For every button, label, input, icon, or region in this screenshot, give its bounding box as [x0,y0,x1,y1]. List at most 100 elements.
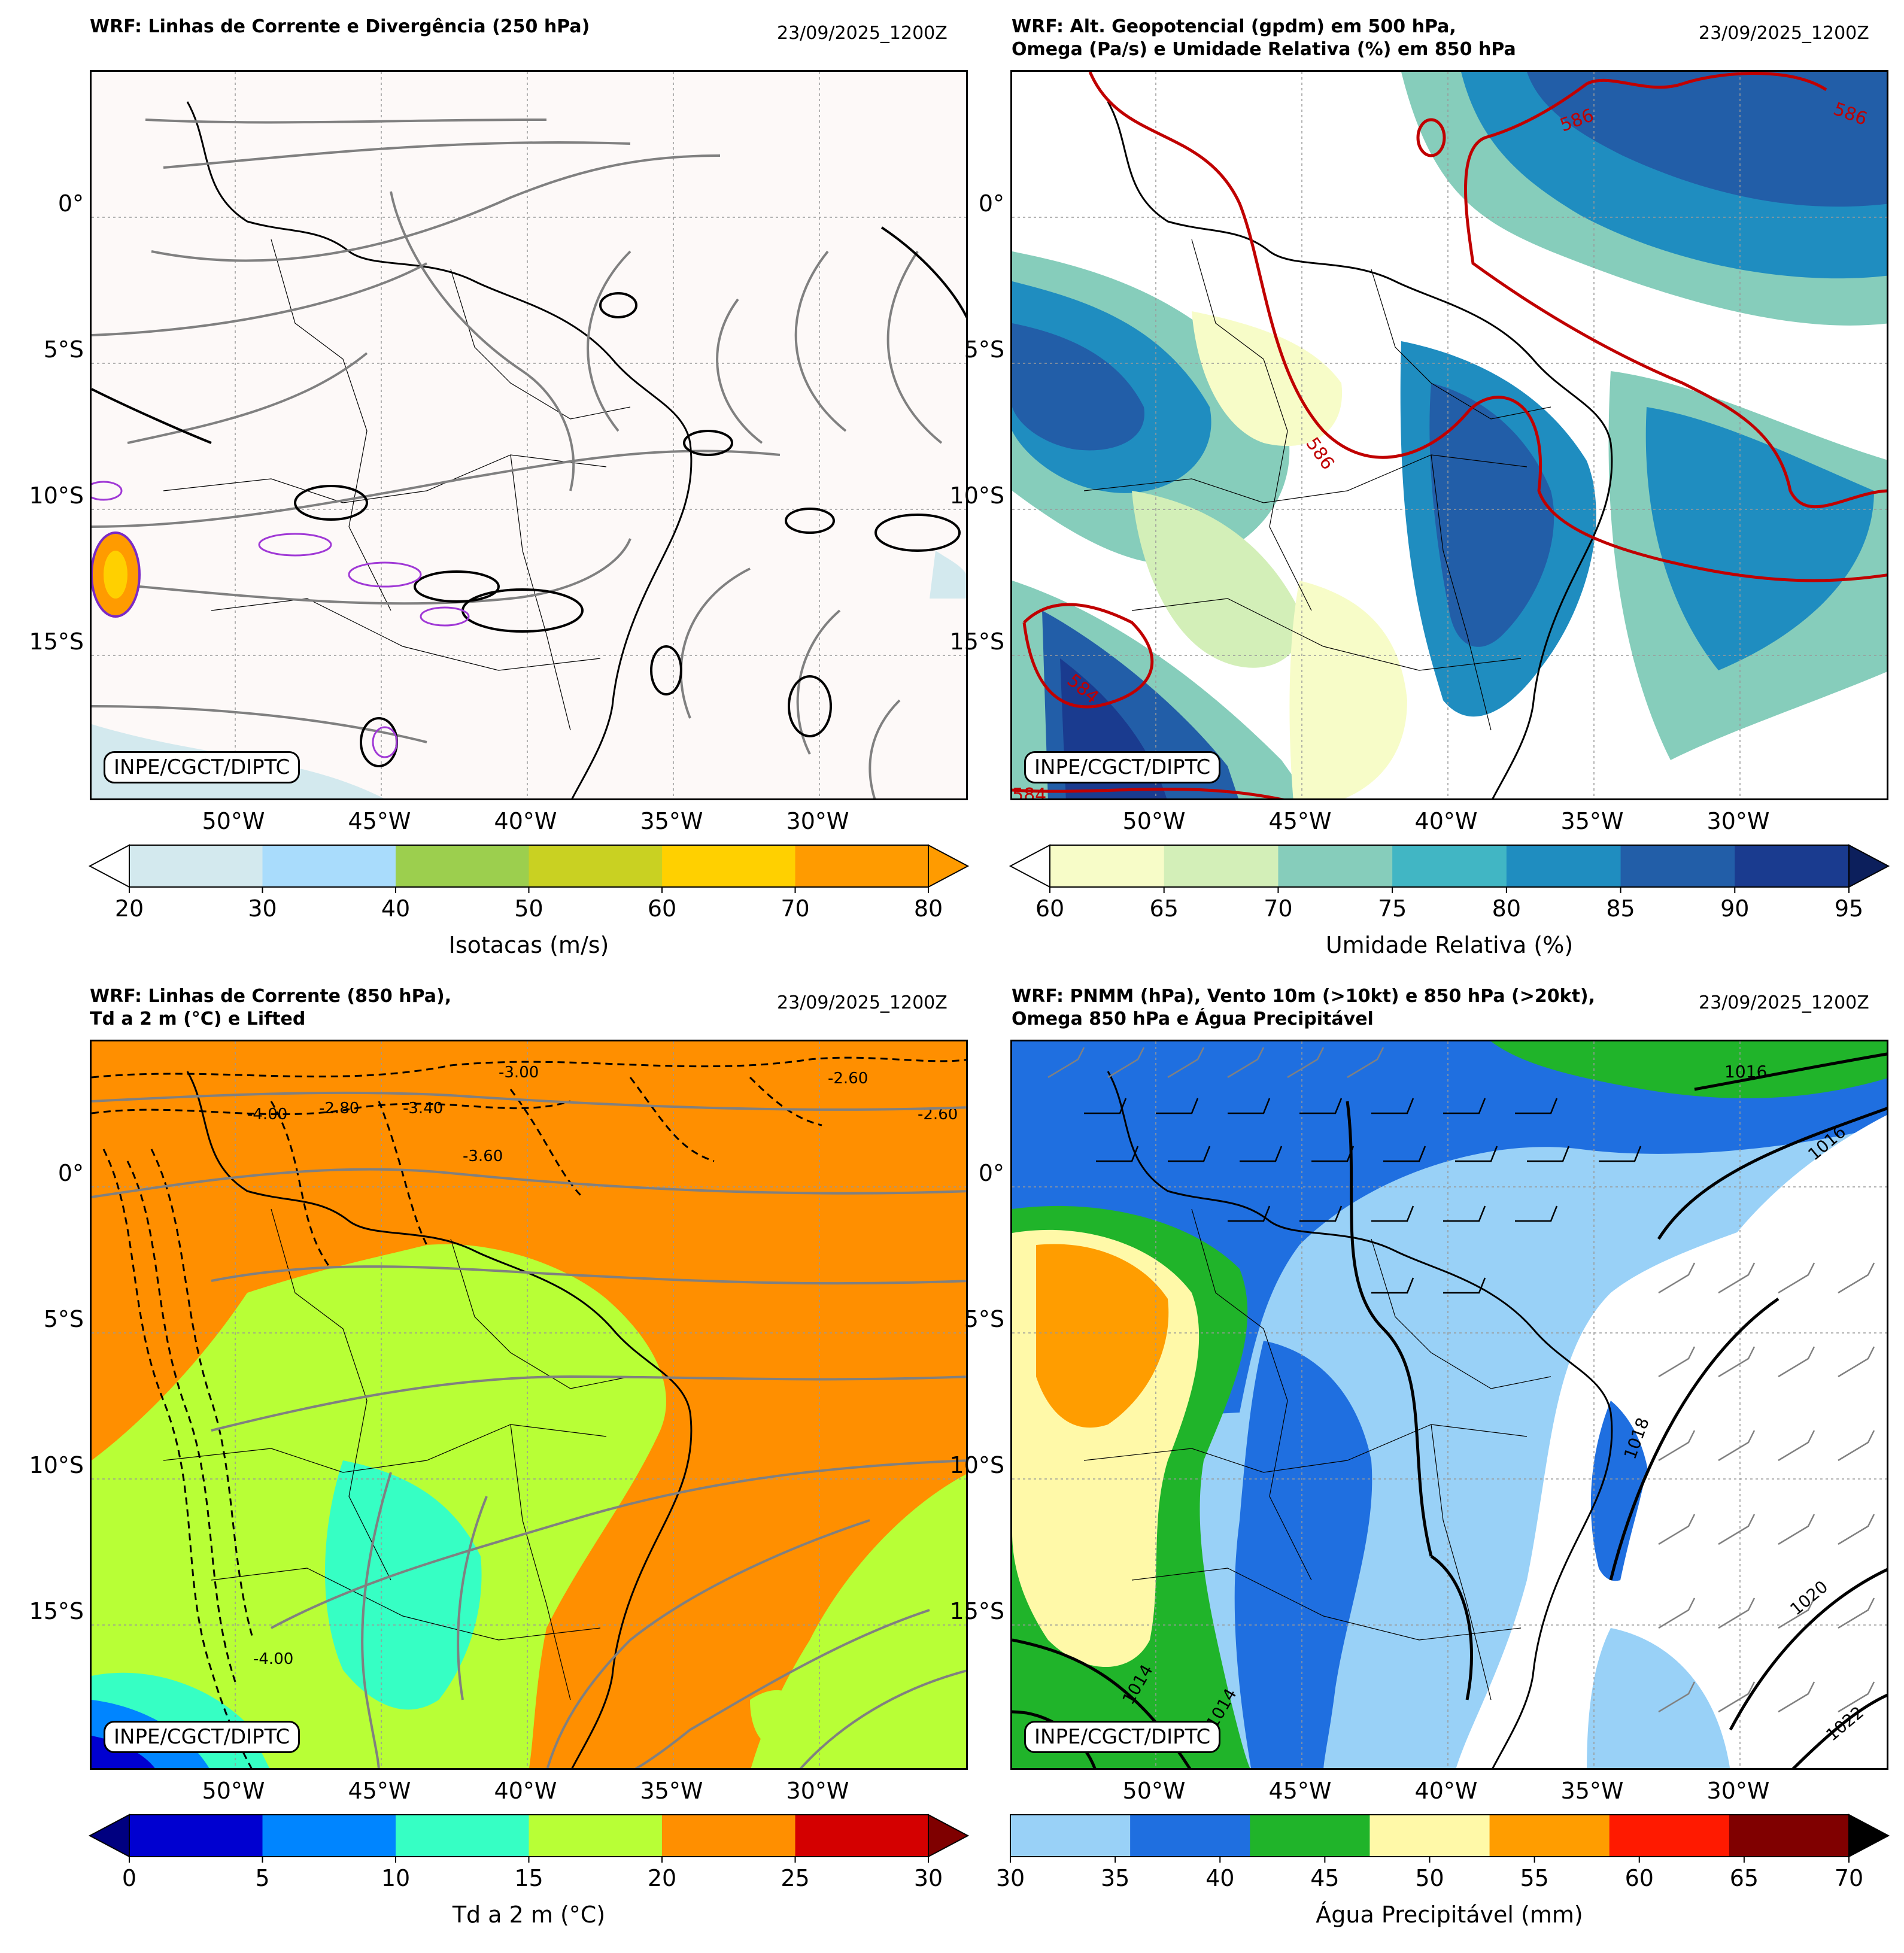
gridlines [1012,1041,1887,1768]
colorbar-svg [88,1814,970,1863]
dewpoint-shading [92,1244,966,1768]
credit-badge: INPE/CGCT/DIPTC [1024,751,1221,783]
map-canvas: -4.00 -3.40 -3.00 -2.60 -2.60 -2.80 -3.6… [92,1041,966,1768]
colorbar-tick-label: 70 [1834,1865,1864,1891]
streamlines [92,1091,966,1768]
colorbar-svg [88,844,970,893]
map-area[interactable]: -4.00 -3.40 -3.00 -2.60 -2.60 -2.80 -3.6… [90,1040,968,1770]
colorbar-segment [795,1815,929,1857]
lifted-index-contours [92,1056,966,1768]
colorbar-segment [1609,1815,1730,1857]
colorbar-label: Água Precipitável (mm) [1316,1902,1583,1928]
gridlines [92,1041,966,1768]
colorbar-tick-label: 70 [781,895,810,922]
colorbar-tick-label: 30 [995,1865,1025,1891]
colorbar-tick-label: 35 [1100,1865,1130,1891]
jet-core [92,481,470,758]
colorbar-tick-label: 65 [1729,1865,1759,1891]
colorbar-segment [129,1815,263,1857]
colorbar-tick-label: 20 [114,895,144,922]
lat-label: 10°S [949,1452,1004,1478]
colorbar-segment [1130,1815,1250,1857]
lon-label: 30°W [1706,1778,1770,1804]
lon-label: 30°W [786,808,849,834]
colorbar-extend-high [928,844,970,888]
colorbar-segment [1489,1815,1610,1857]
credit-badge: INPE/CGCT/DIPTC [104,1721,300,1753]
colorbar-extend-high [928,1814,970,1858]
colorbar-segment [396,1815,529,1857]
lat-label: 5°S [43,336,84,363]
colorbar-segment [1164,845,1279,887]
colorbar-segment [129,845,263,887]
colorbar-tick-label: 0 [122,1865,137,1891]
lon-label: 35°W [640,1778,703,1804]
colorbar-tick-label: 50 [1415,1865,1444,1891]
lat-label: 0° [57,190,84,217]
colorbar-segment [1278,845,1393,887]
colorbar-segment [262,1815,396,1857]
colorbar-label: Umidade Relativa (%) [1325,932,1574,958]
lat-label: 0° [978,190,1004,217]
contour-label: -3.40 [403,1099,443,1117]
colorbar-segment [529,845,663,887]
lon-label: 40°W [1414,1778,1478,1804]
colorbar-tick-label: 75 [1377,895,1407,922]
panel-title: WRF: PNMM (hPa), Vento 10m (>10kt) e 850… [1012,986,1596,1029]
map-area[interactable]: 586 586 586 584 584 INPE/CGCT/DIPTC [1010,70,1888,800]
colorbar: 30 35 40 45 50 55 60 65 70 [996,1814,1890,1891]
colorbar: 60 65 70 75 80 85 90 95 [1009,844,1890,922]
colorbar-segment [1506,845,1621,887]
colorbar-tick-label: 85 [1606,895,1635,922]
panel-title: WRF: Linhas de Corrente (850 hPa), Td a … [90,986,452,1029]
humidity-shading [1012,72,1887,798]
lon-label: 45°W [348,808,411,834]
gridlines [1012,72,1887,798]
lon-label: 50°W [202,1778,265,1804]
panel-date: 23/09/2025_1200Z [777,992,948,1013]
isobars [1012,1052,1887,1768]
coastline [186,101,693,798]
lat-label: 10°S [29,482,84,509]
credit-badge: INPE/CGCT/DIPTC [1024,1721,1221,1753]
contour-label: 1016 [1724,1062,1767,1082]
colorbar-tick-label: 30 [913,1865,943,1891]
lon-label: 45°W [1268,808,1332,834]
coastline [1107,1071,1613,1768]
lon-label: 35°W [1560,808,1624,834]
map-area[interactable]: INPE/CGCT/DIPTC [90,70,968,800]
colorbar-tick-label: 70 [1264,895,1293,922]
colorbar-tick-label: 90 [1720,895,1750,922]
lon-label: 50°W [1122,1778,1186,1804]
colorbar-tick-label: 5 [255,1865,270,1891]
colorbar-extend-high [1848,1814,1890,1858]
gridlines [92,72,966,798]
map-area[interactable]: 1016 1016 1018 1020 1022 1014 1014 INPE/… [1010,1040,1888,1770]
lat-label: 15°S [949,628,1004,655]
lat-label: 15°S [29,1598,84,1624]
contour-label: 584 [1012,785,1046,800]
colorbar-label: Td a 2 m (°C) [452,1902,606,1928]
colorbar-segment [1010,1815,1131,1857]
lon-label: 40°W [494,1778,557,1804]
colorbar-tick-label: 80 [1492,895,1522,922]
colorbar-label: Isotacas (m/s) [448,932,609,958]
colorbar-segment [1735,845,1850,887]
lat-label: 0° [978,1160,1004,1186]
colorbar-tick-label: 40 [381,895,411,922]
lat-label: 5°S [43,1306,84,1332]
colorbar-segment [1050,845,1165,887]
colorbar-segment [396,845,529,887]
contour-label: -3.00 [499,1064,539,1082]
colorbar-outline [1049,845,1850,888]
panel-title: WRF: Alt. Geopotencial (gpdm) em 500 hPa… [1012,16,1516,60]
contour-label: -4.00 [247,1105,287,1123]
panel-date: 23/09/2025_1200Z [1699,23,1869,44]
colorbar-tick-label: 20 [647,1865,677,1891]
lat-label: 15°S [29,628,84,655]
colorbar-segment [1369,1815,1490,1857]
state-borders [1083,1208,1551,1700]
contour-label: -2.60 [828,1070,868,1088]
lon-label: 45°W [1268,1778,1332,1804]
map-canvas: 1016 1016 1018 1020 1022 1014 1014 [1012,1041,1887,1768]
